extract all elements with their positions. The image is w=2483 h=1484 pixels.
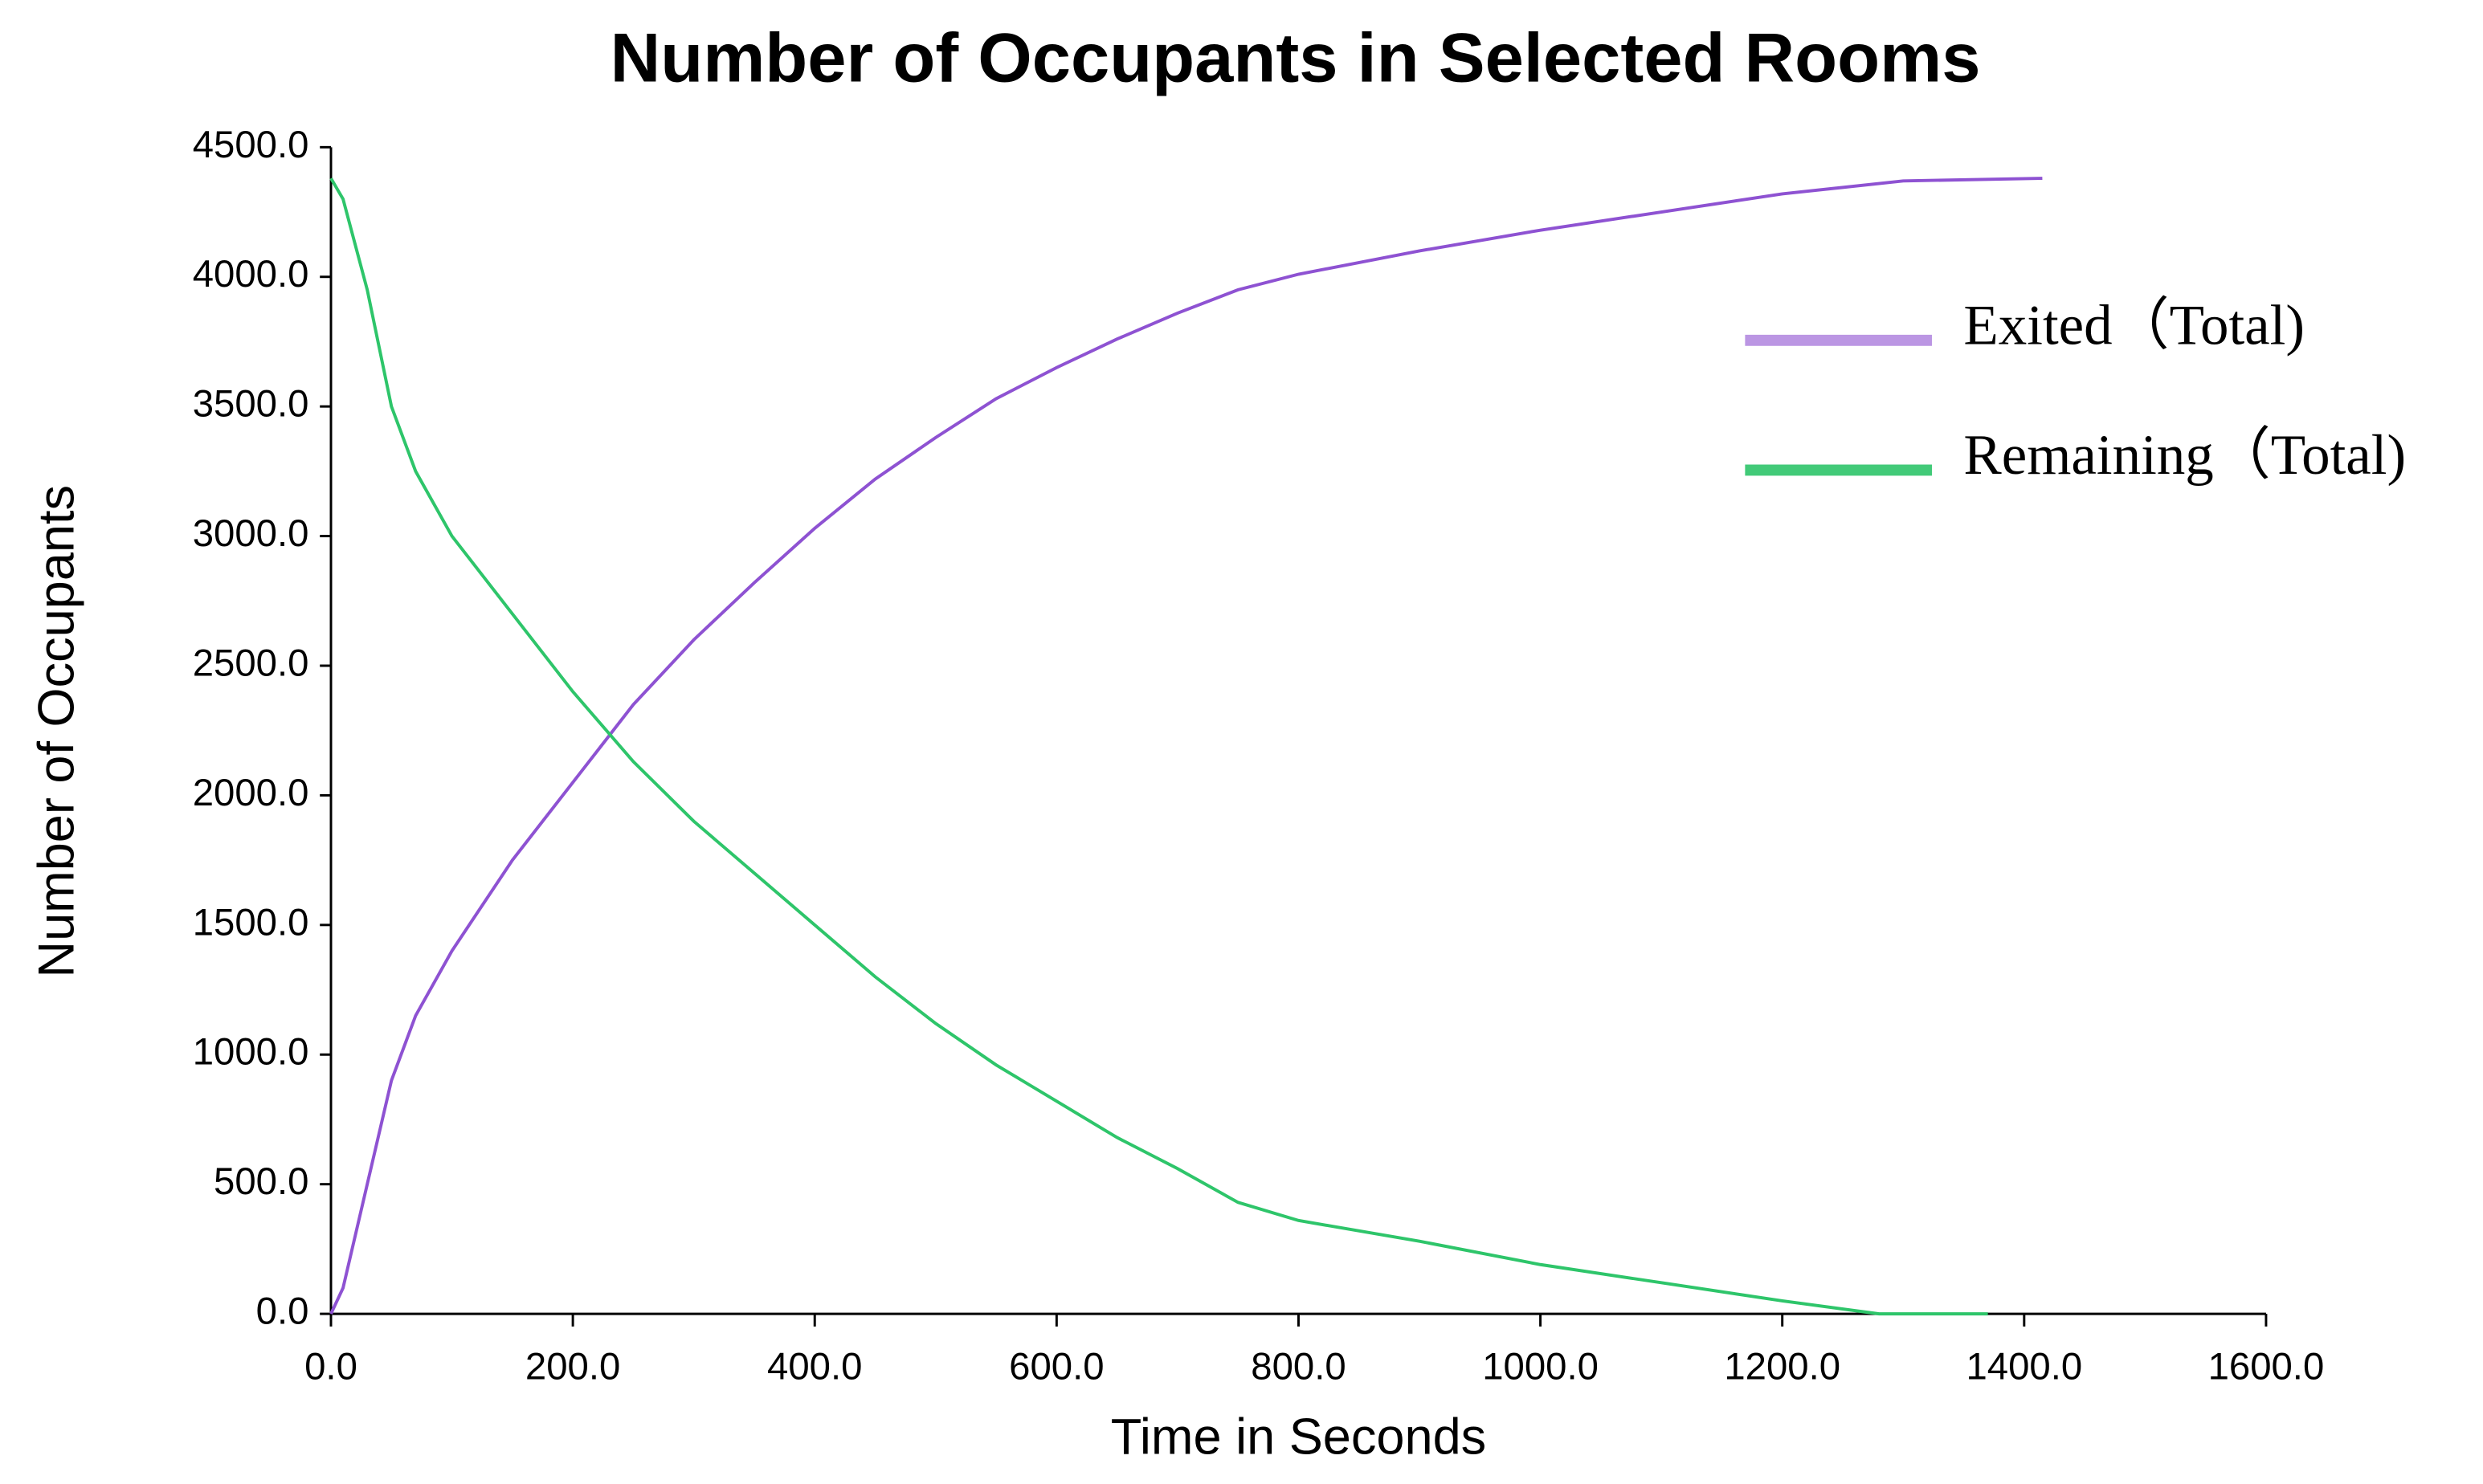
x-tick-label: 200.0: [525, 1346, 620, 1388]
x-tick-label: 0.0: [304, 1346, 357, 1388]
legend-label: Remaining（Total): [1963, 424, 2406, 487]
x-tick-label: 1400.0: [1966, 1346, 2082, 1388]
chart-title: Number of Occupants in Selected Rooms: [611, 19, 1981, 97]
y-tick-label: 3500.0: [193, 383, 309, 426]
x-tick-label: 1600.0: [2208, 1346, 2325, 1388]
x-tick-label: 400.0: [767, 1346, 862, 1388]
y-tick-label: 4000.0: [193, 253, 309, 296]
legend-label: Exited（Total): [1963, 294, 2305, 357]
x-axis-label: Time in Seconds: [1111, 1409, 1486, 1465]
x-tick-label: 1000.0: [1482, 1346, 1599, 1388]
y-tick-label: 3000.0: [193, 512, 309, 555]
x-tick-label: 1200.0: [1724, 1346, 1840, 1388]
y-tick-label: 4500.0: [193, 124, 309, 166]
y-axis-label: Number of Occupants: [29, 485, 85, 978]
series-line: [329, 177, 2043, 1315]
x-tick-label: 600.0: [1009, 1346, 1104, 1388]
y-tick-label: 0.0: [256, 1290, 309, 1333]
y-tick-label: 1000.0: [193, 1031, 309, 1074]
series-line: [329, 177, 1988, 1316]
y-tick-label: 500.0: [214, 1160, 308, 1203]
y-tick-label: 2000.0: [193, 772, 309, 814]
x-tick-label: 800.0: [1251, 1346, 1346, 1388]
y-tick-label: 1500.0: [193, 901, 309, 944]
y-tick-label: 2500.0: [193, 642, 309, 684]
